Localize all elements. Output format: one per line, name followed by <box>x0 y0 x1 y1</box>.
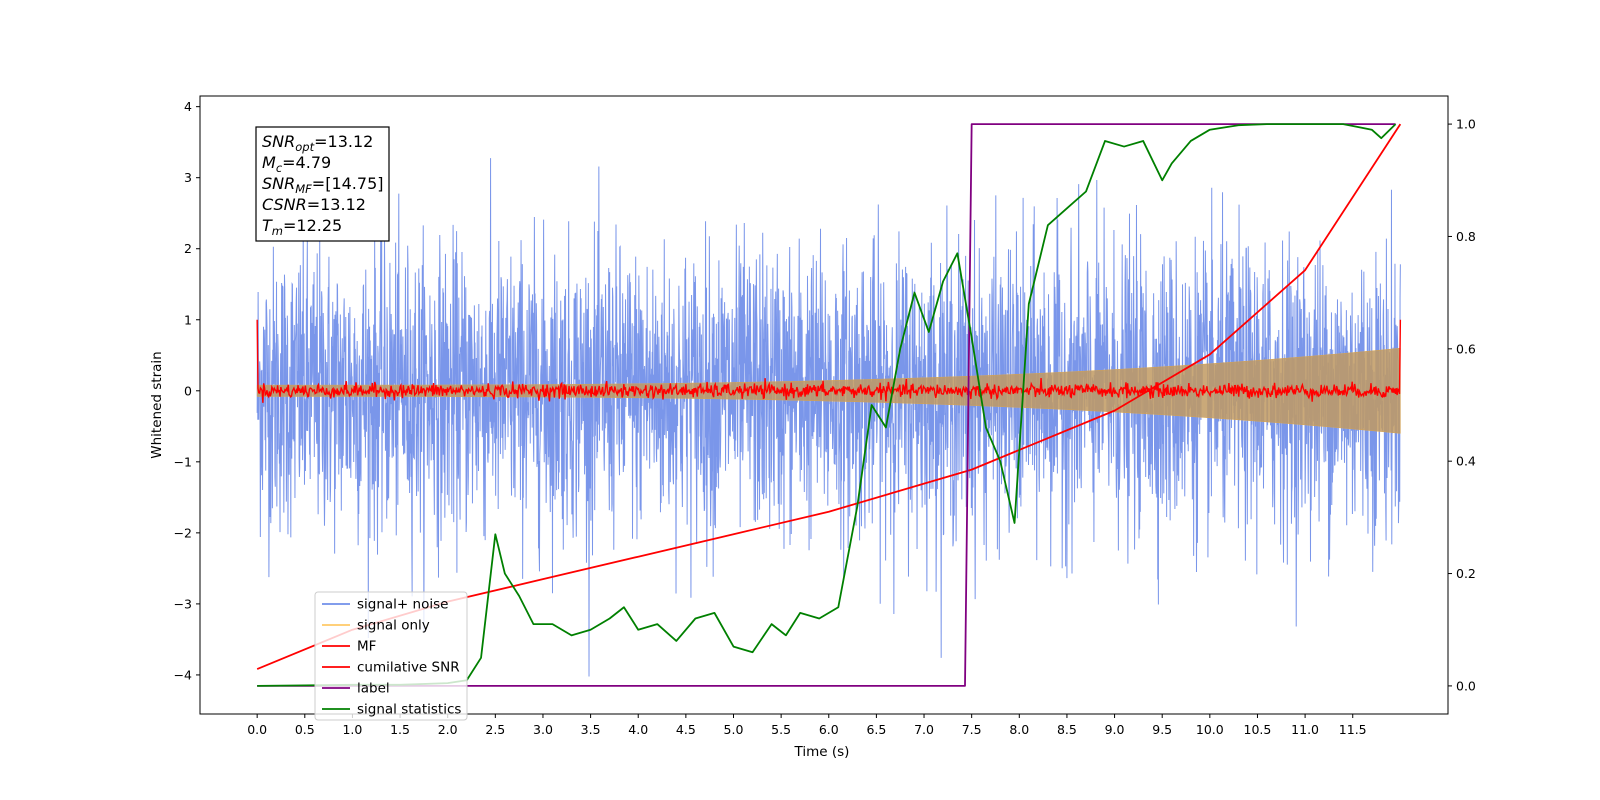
y-tick-label: −1 <box>174 454 192 469</box>
y-tick-label: −4 <box>174 667 192 682</box>
x-axis: 0.0 0.5 1.0 1.5 2.0 2.5 3.0 3.5 4.0 4.5 5.0 5.5 6.0 6… <box>247 714 1367 737</box>
x-tick-label: 4.5 <box>676 722 696 737</box>
x-tick-label: 3.5 <box>581 722 601 737</box>
y-tick-label: 2 <box>184 241 192 256</box>
y2-tick-label: 0.4 <box>1456 454 1476 469</box>
x-axis-title: Time (s) <box>794 744 850 760</box>
x-tick-label: 10.0 <box>1196 722 1224 737</box>
legend-entry: MF <box>357 639 376 655</box>
x-tick-label: 11.0 <box>1291 722 1319 737</box>
x-tick-label: 7.5 <box>962 722 982 737</box>
x-tick-label: 1.0 <box>342 722 362 737</box>
info-line: Tm=12.25 <box>262 216 342 238</box>
y-axis-right: 1.0 0.8 0.6 0.4 0.2 0.0 <box>1448 117 1476 693</box>
y2-tick-label: 0.6 <box>1456 341 1476 356</box>
y-axis-title: Whitened strain <box>149 351 165 458</box>
legend-entry: cumilative SNR <box>357 660 460 676</box>
x-tick-label: 11.5 <box>1339 722 1367 737</box>
y2-tick-label: 0.8 <box>1456 229 1476 244</box>
x-tick-label: 4.0 <box>628 722 648 737</box>
y-tick-label: −2 <box>174 525 192 540</box>
info-line: SNRMF=[14.75] <box>262 174 384 196</box>
legend-frame <box>314 591 468 721</box>
series-layer <box>256 123 1402 687</box>
x-tick-label: 8.5 <box>1057 722 1077 737</box>
x-tick-label: 7.0 <box>914 722 934 737</box>
info-line: Mc=4.79 <box>262 153 331 175</box>
x-tick-label: 10.5 <box>1244 722 1272 737</box>
series-signal-statistics <box>257 123 1397 687</box>
legend-entry: signal only <box>357 618 430 634</box>
series-label <box>257 123 1396 687</box>
info-line: CSNR=13.12 <box>262 195 366 214</box>
x-tick-label: 0.0 <box>247 722 267 737</box>
series-signal-noise <box>256 158 1401 677</box>
x-tick-label: 2.0 <box>438 722 458 737</box>
y-tick-label: 4 <box>184 99 192 114</box>
x-tick-label: 3.0 <box>533 722 553 737</box>
y-tick-label: 3 <box>184 170 192 185</box>
legend-entry: signal statistics <box>357 702 461 718</box>
plot-frame <box>199 95 1449 715</box>
legend-entry: signal+ noise <box>357 597 448 613</box>
x-tick-label: 5.0 <box>724 722 744 737</box>
x-tick-label: 6.5 <box>866 722 886 737</box>
x-tick-label: 8.0 <box>1009 722 1029 737</box>
x-tick-label: 6.0 <box>819 722 839 737</box>
series-mf <box>256 319 1402 403</box>
x-tick-label: 9.5 <box>1152 722 1172 737</box>
y-axis-left: 4 3 2 1 0 −1 −2 −3 −4 <box>174 99 200 682</box>
x-tick-label: 0.5 <box>295 722 315 737</box>
y2-tick-label: 1.0 <box>1456 117 1476 132</box>
y-tick-label: 1 <box>184 312 192 327</box>
y2-tick-label: 0.0 <box>1456 678 1476 693</box>
x-tick-label: 2.5 <box>485 722 505 737</box>
info-box: SNRopt=13.12Mc=4.79SNRMF=[14.75]CSNR=13.… <box>255 126 390 242</box>
legend: signal+ noise signal only MF cumilative SNR… <box>314 591 468 721</box>
y-tick-label: −3 <box>174 596 192 611</box>
legend-entry: label <box>357 681 390 697</box>
y-tick-label: 0 <box>184 383 192 398</box>
info-box-frame <box>255 126 390 242</box>
x-tick-label: 5.5 <box>771 722 791 737</box>
y2-tick-label: 0.2 <box>1456 566 1476 581</box>
info-line: SNRopt=13.12 <box>262 132 373 154</box>
x-tick-label: 1.5 <box>390 722 410 737</box>
x-tick-label: 9.0 <box>1105 722 1125 737</box>
